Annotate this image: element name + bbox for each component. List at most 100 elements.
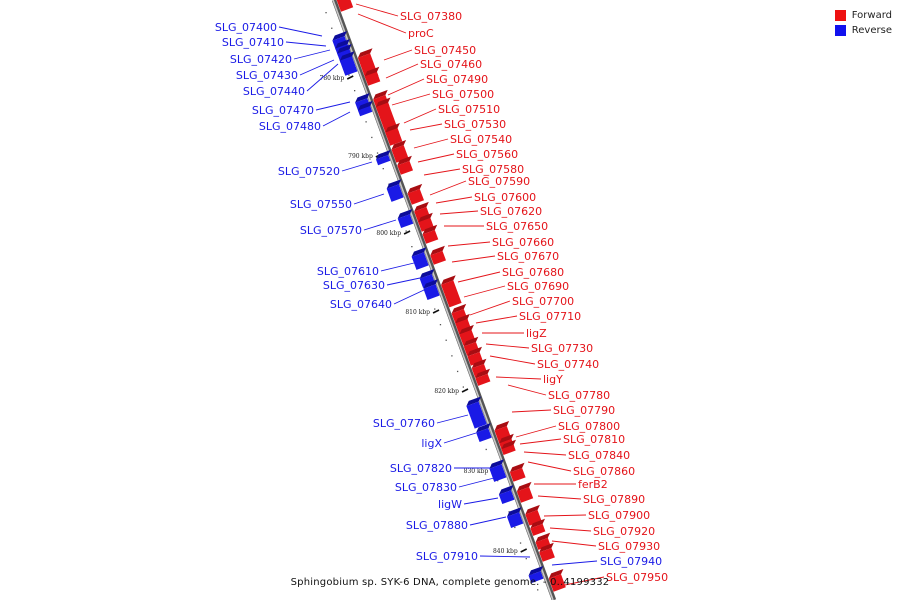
forward-gene-label[interactable]: ligZ [526, 327, 547, 340]
forward-gene-label[interactable]: SLG_07660 [492, 236, 554, 249]
forward-gene[interactable] [422, 230, 439, 244]
reverse-gene-label[interactable]: SLG_07550 [290, 198, 352, 211]
forward-gene-label[interactable]: ferB2 [578, 478, 608, 491]
leader-line [479, 555, 531, 558]
reverse-gene-label[interactable]: SLG_07410 [222, 36, 284, 49]
forward-gene[interactable] [364, 72, 381, 86]
forward-gene-label[interactable]: SLG_07580 [462, 163, 524, 176]
forward-gene-label[interactable]: SLG_07840 [568, 449, 630, 462]
reverse-gene[interactable] [386, 184, 404, 202]
forward-gene-label[interactable]: SLG_07890 [583, 493, 645, 506]
gene-face [376, 149, 391, 160]
forward-gene-label[interactable]: SLG_07780 [548, 389, 610, 402]
forward-gene-label[interactable]: SLG_07540 [450, 133, 512, 146]
gene-face [530, 518, 545, 529]
forward-gene-label[interactable]: SLG_07900 [588, 509, 650, 522]
forward-gene[interactable] [535, 537, 551, 550]
forward-gene-label[interactable]: SLG_07620 [480, 205, 542, 218]
legend: Forward Reverse [834, 8, 892, 38]
forward-gene-label[interactable]: SLG_07920 [593, 525, 655, 538]
reverse-gene[interactable] [489, 464, 507, 482]
reverse-gene-label[interactable]: SLG_07630 [323, 279, 385, 292]
forward-gene[interactable] [391, 145, 409, 163]
reverse-gene-label[interactable]: SLG_07470 [252, 104, 314, 117]
minor-tick [439, 324, 442, 326]
forward-gene-label[interactable]: SLG_07680 [502, 266, 564, 279]
forward-gene-label[interactable]: proC [408, 27, 434, 40]
forward-gene-label[interactable]: SLG_07700 [512, 295, 574, 308]
forward-gene[interactable] [385, 128, 403, 146]
reverse-gene-label[interactable]: SLG_07640 [330, 298, 392, 311]
forward-gene-label[interactable]: SLG_07590 [468, 175, 530, 188]
reverse-gene[interactable] [528, 571, 544, 584]
forward-gene[interactable] [441, 280, 462, 308]
forward-gene[interactable] [407, 189, 424, 205]
forward-gene[interactable] [501, 444, 516, 455]
forward-gene[interactable] [509, 468, 526, 482]
forward-gene-label[interactable]: SLG_07460 [420, 58, 482, 71]
forward-gene[interactable] [548, 574, 566, 592]
forward-gene-label[interactable]: SLG_07860 [573, 465, 635, 478]
forward-gene-label[interactable]: SLG_07500 [432, 88, 494, 101]
forward-gene-label[interactable]: SLG_07380 [400, 10, 462, 23]
forward-gene-label[interactable]: SLG_07450 [414, 44, 476, 57]
reverse-gene-label[interactable]: SLG_07940 [600, 555, 662, 568]
forward-gene-label[interactable]: SLG_07740 [537, 358, 599, 371]
forward-gene-label[interactable]: SLG_07950 [606, 571, 668, 584]
reverse-gene-label[interactable]: SLG_07430 [236, 69, 298, 82]
reverse-gene-label[interactable]: SLG_07570 [300, 224, 362, 237]
reverse-gene-label[interactable]: ligX [421, 437, 442, 450]
leader-line [549, 527, 592, 532]
reverse-gene-label[interactable]: SLG_07520 [278, 165, 340, 178]
reverse-gene-label[interactable]: SLG_07880 [406, 519, 468, 532]
reverse-gene-label[interactable]: SLG_07910 [416, 550, 478, 563]
reverse-gene[interactable] [339, 56, 358, 76]
reverse-gene-label[interactable]: SLG_07400 [215, 21, 277, 34]
reverse-gene-label[interactable]: ligW [438, 498, 462, 511]
forward-gene-label[interactable]: SLG_07800 [558, 420, 620, 433]
reverse-gene[interactable] [397, 214, 414, 228]
leader-line [299, 59, 335, 76]
forward-gene-label[interactable]: SLG_07650 [486, 220, 548, 233]
forward-gene-label[interactable]: SLG_07670 [497, 250, 559, 263]
forward-gene[interactable] [430, 251, 446, 265]
forward-gene-label[interactable]: SLG_07510 [438, 103, 500, 116]
reverse-gene-label[interactable]: SLG_07830 [395, 481, 457, 494]
reverse-gene[interactable] [476, 428, 492, 442]
forward-gene[interactable] [397, 161, 413, 175]
label-leaders [278, 3, 605, 587]
minor-tick [485, 448, 487, 451]
reverse-gene[interactable] [507, 512, 524, 528]
reverse-gene[interactable] [358, 106, 373, 117]
forward-gene-label[interactable]: SLG_07490 [426, 73, 488, 86]
forward-gene[interactable] [475, 373, 491, 386]
forward-gene[interactable] [336, 0, 354, 12]
gene-face [489, 459, 504, 469]
forward-gene-label[interactable]: SLG_07690 [507, 280, 569, 293]
forward-gene[interactable] [516, 487, 534, 503]
reverse-gene-label[interactable]: SLG_07820 [390, 462, 452, 475]
forward-gene-label[interactable]: SLG_07790 [553, 404, 615, 417]
forward-gene-label[interactable]: SLG_07530 [444, 118, 506, 131]
reverse-gene-label[interactable]: SLG_07610 [317, 265, 379, 278]
reverse-gene-label[interactable]: SLG_07480 [259, 120, 321, 133]
reverse-gene[interactable] [423, 284, 440, 300]
reverse-gene-label[interactable]: SLG_07440 [243, 85, 305, 98]
reverse-gene[interactable] [498, 490, 515, 504]
reverse-gene[interactable] [411, 252, 429, 270]
gene-face [332, 31, 347, 41]
leader-line [489, 355, 536, 365]
reverse-gene[interactable] [376, 155, 391, 166]
forward-gene-label[interactable]: SLG_07710 [519, 310, 581, 323]
forward-gene-label[interactable]: SLG_07930 [598, 540, 660, 553]
forward-gene-label[interactable]: ligY [543, 373, 563, 386]
forward-gene[interactable] [539, 548, 555, 562]
reverse-gene-label[interactable]: SLG_07420 [230, 53, 292, 66]
reverse-gene[interactable] [466, 401, 487, 429]
forward-gene-label[interactable]: SLG_07600 [474, 191, 536, 204]
forward-gene[interactable] [530, 523, 546, 536]
forward-gene-label[interactable]: SLG_07810 [563, 433, 625, 446]
forward-gene-label[interactable]: SLG_07560 [456, 148, 518, 161]
reverse-gene-label[interactable]: SLG_07760 [373, 417, 435, 430]
forward-gene-label[interactable]: SLG_07730 [531, 342, 593, 355]
